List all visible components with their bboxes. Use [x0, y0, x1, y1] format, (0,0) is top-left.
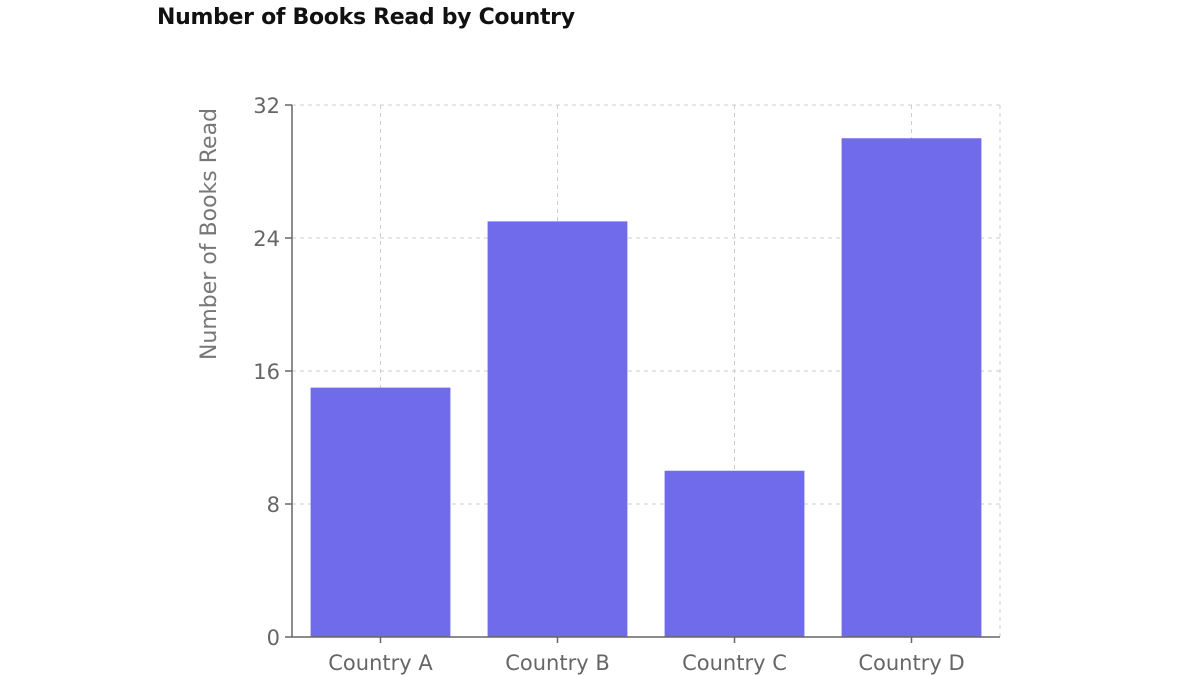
- bars: [310, 138, 982, 637]
- bar-country-d[interactable]: [841, 138, 982, 637]
- y-tick-label: 0: [267, 626, 280, 650]
- x-tick-label: Country D: [858, 651, 964, 675]
- y-tick-label: 24: [253, 227, 280, 251]
- bar-country-c[interactable]: [664, 470, 805, 637]
- x-tick-label: Country C: [682, 651, 787, 675]
- x-tick-label: Country B: [505, 651, 610, 675]
- bar-country-a[interactable]: [310, 387, 451, 637]
- y-tick-label: 8: [267, 493, 280, 517]
- bar-country-b[interactable]: [487, 221, 628, 637]
- y-axis-title: Number of Books Read: [197, 108, 222, 360]
- y-tick-label: 16: [253, 360, 280, 384]
- axes: 0 8 16 24 32 Country A Country B Country C Count…: [253, 94, 1000, 675]
- x-tick-label: Country A: [328, 651, 433, 675]
- y-tick-label: 32: [253, 94, 280, 118]
- chart-title: Number of Books Read by Country: [157, 5, 575, 30]
